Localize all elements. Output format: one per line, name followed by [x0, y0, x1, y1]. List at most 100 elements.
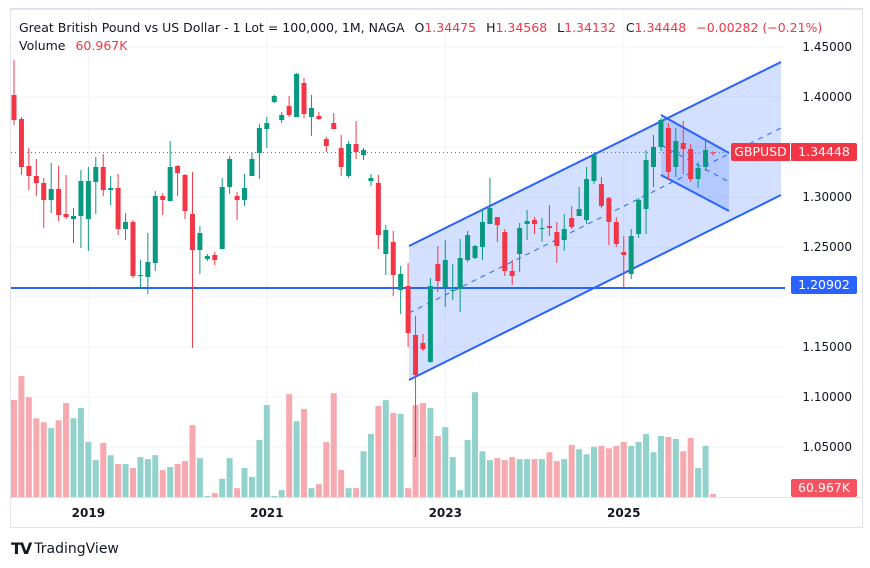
volume-bar [509, 457, 516, 497]
drawings[interactable] [11, 61, 785, 381]
volume-bar [100, 442, 107, 497]
price-axis[interactable]: 1.45000 1.40000 1.30000 1.25000 1.15000 1.100… [802, 40, 852, 454]
volume-bar [620, 441, 627, 497]
flag-channel-fill [661, 115, 729, 211]
volume-bar [115, 464, 122, 497]
volume-bar [144, 459, 151, 497]
volume-bar [330, 393, 337, 497]
candle-body [405, 286, 411, 333]
volume-bar [263, 405, 270, 497]
candle-body [435, 264, 441, 281]
chart-legend: Great British Pound vs US Dollar - 1 Lot… [19, 19, 822, 55]
volume-bar [464, 439, 471, 497]
volume-bar [92, 460, 99, 497]
candle-body [212, 255, 218, 260]
candle-body [658, 120, 664, 147]
horizontal-line-price-tag: 1.20902 [791, 276, 857, 294]
channel-upper-line [408, 61, 782, 247]
volume-bar [11, 400, 17, 497]
volume-bar [390, 412, 397, 497]
flag-upper-line [660, 114, 730, 154]
time-tick-label: 2025 [607, 506, 640, 520]
candle-body [598, 184, 604, 206]
candle-body [249, 159, 255, 176]
candle-body [338, 148, 344, 167]
candle-body [375, 183, 381, 235]
volume-bar [315, 484, 322, 497]
volume-label: Volume [19, 38, 66, 53]
volume-bar [85, 441, 92, 497]
candle-body [457, 258, 463, 289]
volume-bar [442, 427, 449, 497]
volume-bar [449, 457, 456, 497]
candle-body [56, 189, 62, 215]
candle-body [308, 108, 314, 117]
candle-body [494, 217, 500, 225]
volume-bar [219, 478, 226, 497]
volume-bar [122, 464, 129, 497]
volume-bar [576, 449, 583, 497]
volume-bar [167, 466, 174, 497]
volume-bar [107, 455, 114, 497]
candle-body [242, 188, 248, 200]
volume-bar [643, 434, 650, 497]
volume-bar [382, 400, 389, 497]
candle-body [628, 236, 634, 274]
volume-bar [434, 436, 441, 497]
candle-body [26, 166, 32, 176]
volume-bar [531, 459, 538, 497]
candle-body [115, 188, 121, 229]
time-axis[interactable]: 2019 2021 2023 2025 [72, 506, 641, 520]
volume-bar [256, 439, 263, 497]
volume-bar [546, 452, 553, 497]
volume-bar [345, 488, 352, 497]
candle-body [576, 209, 582, 216]
volume-bar [672, 438, 679, 497]
volume-bar [702, 445, 709, 497]
candle-body [569, 218, 575, 227]
candle-body [93, 167, 99, 182]
volume-bar [561, 459, 568, 497]
volume-bar [152, 455, 159, 497]
candle-body [487, 208, 493, 224]
candle-body [331, 123, 337, 129]
candle-body [145, 262, 151, 277]
candle-body [360, 150, 366, 155]
time-tick-label: 2019 [72, 506, 105, 520]
high-value: 1.34568 [495, 20, 548, 35]
candle-body [479, 222, 485, 247]
volume-bar [129, 467, 136, 497]
candle-body [420, 343, 426, 349]
volume-bar [278, 490, 285, 497]
candle-body [204, 256, 210, 259]
flag-lower-line [660, 174, 730, 212]
candle-body [346, 144, 352, 176]
candle-body [643, 160, 649, 209]
volume-bar [338, 469, 345, 497]
candle-body [48, 189, 54, 200]
volume-bar [605, 448, 612, 497]
volume-bar [48, 428, 55, 497]
candle-body [137, 275, 143, 276]
volume-pane [11, 376, 716, 497]
high-label: H [486, 20, 496, 35]
candle-body [264, 123, 270, 129]
candle-body [390, 242, 396, 275]
volume-bar [524, 459, 531, 497]
volume-bar [709, 493, 716, 497]
legend-row-volume: Volume 60.967K [19, 37, 822, 55]
candle-body [695, 168, 701, 179]
volume-bar [204, 496, 211, 497]
volume-bar [25, 397, 32, 497]
candle-body [100, 167, 106, 190]
volume-bar [286, 394, 293, 497]
candle-body [78, 181, 84, 216]
volume-bar [375, 406, 382, 497]
volume-bar [486, 460, 493, 497]
candle-body [160, 196, 166, 200]
candle-body [18, 119, 24, 167]
tradingview-logo[interactable]: TV TradingView [11, 539, 119, 558]
volume-bar [494, 458, 501, 497]
candle-body [606, 198, 612, 222]
